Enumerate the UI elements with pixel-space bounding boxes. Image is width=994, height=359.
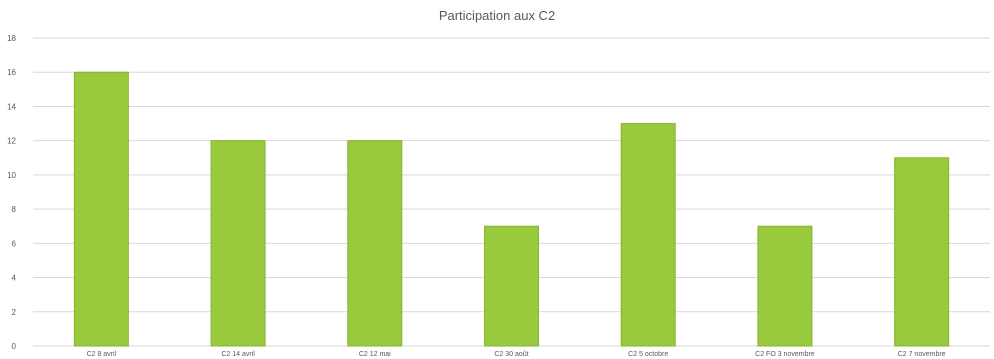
bar <box>210 140 266 347</box>
y-tick-label: 8 <box>12 205 17 214</box>
x-category-label: C2 14 avril <box>221 351 255 358</box>
y-tick-label: 14 <box>7 102 16 111</box>
x-category-label: C2 30 août <box>494 351 528 358</box>
y-tick-label: 6 <box>12 239 17 248</box>
x-category-label: C2 12 mai <box>359 351 391 358</box>
chart-title: Participation aux C2 <box>438 8 556 23</box>
y-tick-label: 18 <box>7 34 16 43</box>
y-axis-ticks: 0 2 4 6 8 10 12 14 16 18 <box>7 34 16 351</box>
y-tick-label: 4 <box>12 274 17 283</box>
y-tick-label: 10 <box>7 171 16 180</box>
bar <box>484 225 539 347</box>
y-tick-label: 0 <box>12 342 17 351</box>
bars <box>73 71 950 347</box>
x-category-label: C2 FO 3 novembre <box>755 351 815 358</box>
x-axis-labels: C2 8 avril C2 14 avril C2 12 mai C2 30 août… <box>87 351 946 358</box>
bar <box>620 123 676 347</box>
y-tick-label: 2 <box>12 308 17 317</box>
y-tick-label: 12 <box>7 137 16 146</box>
bar <box>347 140 403 347</box>
bar <box>757 225 813 347</box>
bar <box>894 157 950 347</box>
x-category-label: C2 7 novembre <box>898 351 946 358</box>
y-tick-label: 16 <box>7 68 16 77</box>
x-category-label: C2 8 avril <box>87 351 117 358</box>
x-category-label: C2 5 octobre <box>628 351 668 358</box>
bar <box>73 71 129 347</box>
